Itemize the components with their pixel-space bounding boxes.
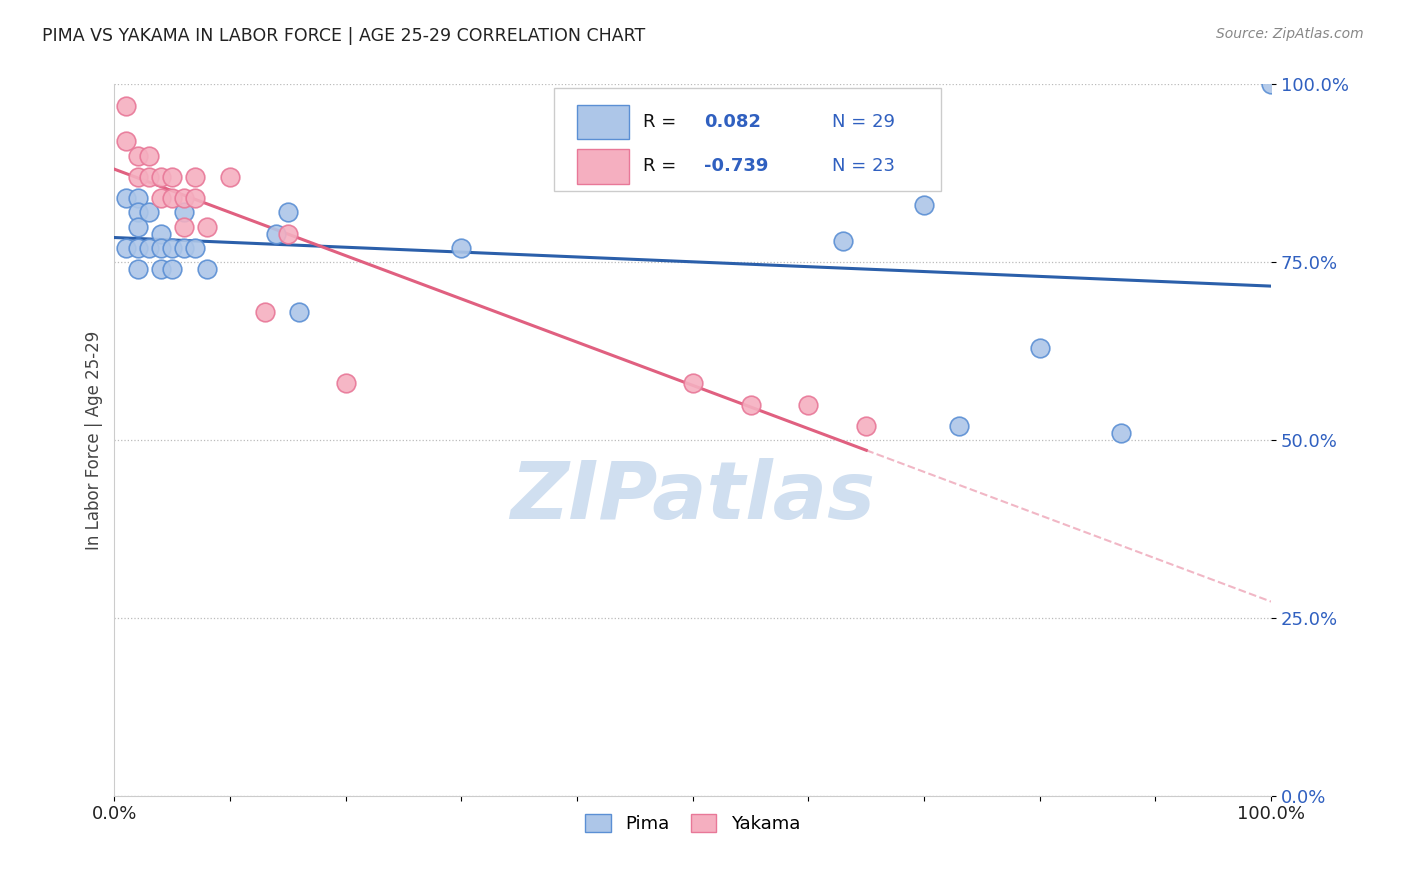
Point <box>277 227 299 241</box>
Point <box>138 205 160 219</box>
Text: Source: ZipAtlas.com: Source: ZipAtlas.com <box>1216 27 1364 41</box>
Point <box>127 205 149 219</box>
Point <box>127 241 149 255</box>
Point <box>149 191 172 205</box>
Point <box>589 148 612 162</box>
Point <box>127 262 149 277</box>
Text: N = 23: N = 23 <box>831 158 894 176</box>
Point <box>115 134 138 148</box>
Point <box>115 241 138 255</box>
Point <box>184 241 207 255</box>
Text: R =: R = <box>643 113 682 131</box>
Point <box>195 219 218 234</box>
Y-axis label: In Labor Force | Age 25-29: In Labor Force | Age 25-29 <box>86 330 103 549</box>
Point <box>173 205 195 219</box>
Text: N = 29: N = 29 <box>831 113 894 131</box>
Point <box>173 191 195 205</box>
FancyBboxPatch shape <box>576 105 628 139</box>
Point <box>127 169 149 184</box>
Point <box>149 227 172 241</box>
Legend: Pima, Yakama: Pima, Yakama <box>578 806 807 840</box>
Text: PIMA VS YAKAMA IN LABOR FORCE | AGE 25-29 CORRELATION CHART: PIMA VS YAKAMA IN LABOR FORCE | AGE 25-2… <box>42 27 645 45</box>
Point <box>149 241 172 255</box>
Point <box>138 241 160 255</box>
Point <box>832 234 855 248</box>
Point <box>162 169 184 184</box>
Point <box>912 198 935 212</box>
Point <box>149 169 172 184</box>
Point <box>219 169 242 184</box>
Point <box>162 191 184 205</box>
Text: R =: R = <box>643 158 682 176</box>
Text: -0.739: -0.739 <box>704 158 769 176</box>
FancyBboxPatch shape <box>576 149 628 184</box>
Point <box>184 169 207 184</box>
Point <box>277 205 299 219</box>
Point <box>173 241 195 255</box>
Point <box>173 219 195 234</box>
Point <box>115 191 138 205</box>
Point <box>1260 78 1282 92</box>
Point <box>184 191 207 205</box>
Point <box>253 305 276 319</box>
Point <box>948 418 970 433</box>
Point <box>335 376 357 391</box>
Point <box>138 148 160 162</box>
Point <box>138 169 160 184</box>
Point <box>797 398 820 412</box>
Point <box>149 262 172 277</box>
Point <box>682 376 704 391</box>
Point <box>162 241 184 255</box>
Point <box>127 219 149 234</box>
Text: ZIPatlas: ZIPatlas <box>510 458 876 536</box>
FancyBboxPatch shape <box>554 88 942 191</box>
Point <box>266 227 288 241</box>
Point <box>195 262 218 277</box>
Point <box>855 418 877 433</box>
Point <box>450 241 472 255</box>
Point <box>115 99 138 113</box>
Point <box>162 262 184 277</box>
Point <box>127 191 149 205</box>
Point <box>288 305 311 319</box>
Text: 0.082: 0.082 <box>704 113 761 131</box>
Point <box>127 148 149 162</box>
Point <box>1029 341 1052 355</box>
Point <box>740 398 762 412</box>
Point <box>1109 425 1132 440</box>
